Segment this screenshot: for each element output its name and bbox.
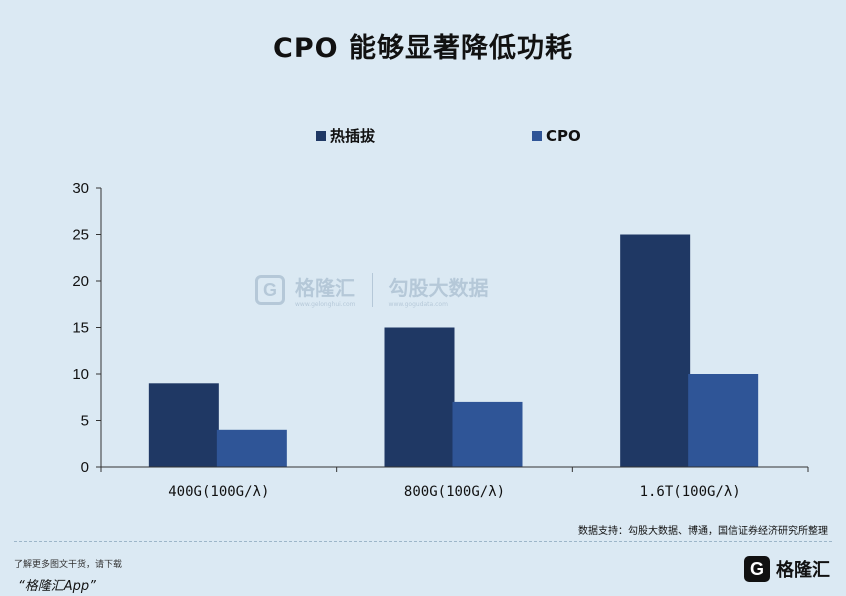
bar: [148, 383, 219, 467]
footer-app-name: “格隆汇App”: [18, 579, 96, 594]
y-tick-label: 20: [72, 273, 89, 290]
x-tick-label: 400G(100G/λ): [168, 484, 269, 500]
y-tick-label: 0: [81, 459, 89, 476]
chart-legend: 热插拔 CPO: [316, 127, 581, 145]
page-title: CPO 能够显著降低功耗: [273, 33, 573, 64]
bar: [688, 374, 759, 467]
y-tick-label: 5: [81, 413, 89, 430]
legend-label: CPO: [546, 127, 581, 145]
watermark-sub: www.gelonghui.com: [295, 301, 356, 308]
bar: [452, 401, 523, 467]
y-tick-label: 30: [72, 180, 89, 197]
bar: [620, 234, 691, 467]
watermark-name: 格隆汇: [295, 276, 355, 300]
y-tick-label: 10: [72, 366, 89, 383]
y-tick-label: 25: [72, 227, 89, 244]
watermark-logo-icon: G: [255, 275, 285, 305]
watermark: G 格隆汇 www.gelonghui.com 勾股大数据 www.goguda…: [255, 272, 489, 308]
bars: [148, 234, 759, 467]
footer-logo-name: 格隆汇: [776, 560, 830, 581]
watermark-sub-2: www.gogudata.com: [388, 301, 448, 308]
legend-label: 热插拔: [330, 127, 376, 145]
y-axis: 0 5 10 15 20 25 30: [72, 180, 102, 476]
x-tick-label: 1.6T(100G/λ): [640, 484, 741, 500]
gelonghui-logo-icon: G: [744, 556, 770, 582]
y-tick-label: 15: [72, 320, 89, 337]
source-note: 数据支持：勾股大数据、博通，国信证券经济研究所整理: [578, 526, 828, 537]
bar: [384, 327, 455, 467]
legend-swatch: [532, 131, 542, 141]
footer-divider: [14, 541, 832, 542]
footer-note: 了解更多图文干货，请下载: [14, 560, 123, 570]
bar: [216, 429, 287, 467]
footer-logo[interactable]: G 格隆汇: [744, 556, 830, 582]
watermark-name-2: 勾股大数据: [388, 276, 489, 300]
x-axis: 400G(100G/λ) 800G(100G/λ) 1.6T(100G/λ): [100, 466, 809, 500]
x-tick-label: 800G(100G/λ): [404, 484, 505, 500]
legend-swatch: [316, 131, 326, 141]
watermark-separator: [371, 273, 373, 307]
